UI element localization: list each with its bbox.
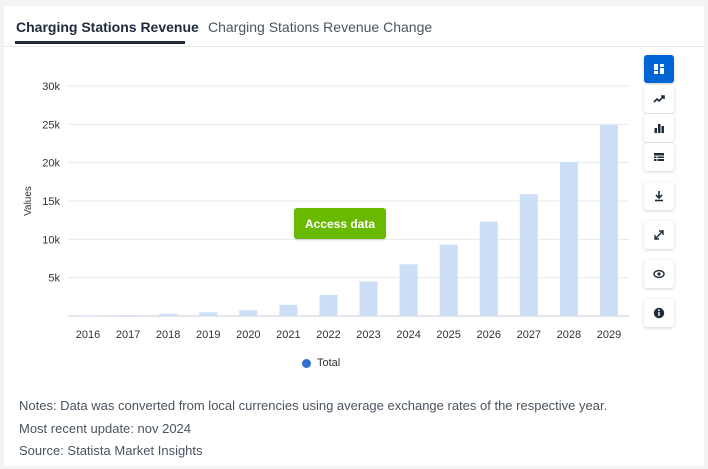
- bar-2028: [559, 161, 578, 316]
- expand-icon: [654, 230, 664, 240]
- access-data-button[interactable]: Access data: [294, 208, 386, 239]
- bar-2023: [359, 281, 378, 316]
- chart-card: Charging Stations Revenue Charging Stati…: [4, 6, 704, 466]
- x-tick-label: 2023: [356, 329, 380, 341]
- bar-2019: [199, 312, 218, 316]
- line-chart-button[interactable]: [644, 85, 674, 113]
- bar-2021: [279, 304, 298, 316]
- chart-legend[interactable]: Total: [302, 357, 340, 369]
- y-tick-label: 5k: [48, 273, 60, 285]
- x-tick-label: 2021: [276, 329, 300, 341]
- x-tick-label: 2027: [517, 329, 541, 341]
- x-tick-label: 2017: [116, 329, 140, 341]
- bar-2027: [519, 194, 538, 316]
- y-tick-label: 20k: [42, 158, 60, 170]
- line-chart-icon: [653, 95, 665, 103]
- x-tick-label: 2026: [477, 329, 501, 341]
- bar-2020: [239, 310, 258, 316]
- fullscreen-button[interactable]: [644, 221, 674, 249]
- y-tick-label: 30k: [42, 81, 60, 93]
- eye-icon: [653, 269, 665, 279]
- source-text: Source: Statista Market Insights: [19, 443, 203, 458]
- download-icon: [655, 191, 663, 202]
- dashboard-button[interactable]: [644, 55, 674, 83]
- active-tab-indicator: [15, 41, 185, 44]
- table-icon: [654, 153, 664, 161]
- download-button[interactable]: [644, 182, 674, 210]
- bar-2022: [319, 294, 338, 316]
- x-tick-label: 2020: [236, 329, 260, 341]
- y-tick-label: 25k: [42, 119, 60, 131]
- dashboard-icon: [654, 64, 664, 74]
- x-tick-label: 2022: [316, 329, 340, 341]
- x-tick-label: 2028: [557, 329, 581, 341]
- table-button[interactable]: [644, 143, 674, 171]
- bar-2016: [79, 315, 98, 317]
- y-tick-label: 15k: [42, 196, 60, 208]
- y-tick-label: 10k: [42, 234, 60, 246]
- x-tick-label: 2018: [156, 329, 180, 341]
- update-text: Most recent update: nov 2024: [19, 420, 192, 436]
- bar-chart: 5k 10k 15k 20k 25k 30k Values 2016 2017 2018 2019 2…: [23, 81, 629, 341]
- bar-2025: [439, 244, 458, 316]
- bar-2018: [159, 313, 178, 316]
- x-tick-label: 2016: [76, 329, 100, 341]
- tab-bar: Charging Stations Revenue Charging Stati…: [4, 6, 704, 47]
- x-tick-label: 2024: [396, 329, 420, 341]
- tab-charging-stations-revenue[interactable]: Charging Stations Revenue: [16, 19, 199, 35]
- bar-2026: [479, 221, 498, 316]
- bar-2029: [599, 125, 618, 316]
- y-axis-label: Values: [23, 186, 34, 216]
- bar-2017: [119, 315, 138, 316]
- x-tick-label: 2019: [196, 329, 220, 341]
- bar-chart-button[interactable]: [644, 114, 674, 142]
- notes-text: Notes: Data was converted from local cur…: [19, 398, 608, 413]
- x-tick-label: 2029: [597, 329, 621, 341]
- bar-chart-icon: [654, 124, 664, 133]
- tab-charging-stations-revenue-change[interactable]: Charging Stations Revenue Change: [208, 19, 433, 35]
- legend-dot-total: [302, 358, 311, 368]
- info-icon: [653, 307, 665, 319]
- legend-label-total: Total: [317, 357, 341, 369]
- info-button[interactable]: [644, 299, 674, 327]
- chart-notes: Notes: Data was converted from local cur…: [19, 395, 607, 463]
- x-tick-label: 2025: [436, 329, 460, 341]
- show-source-button[interactable]: [644, 260, 674, 288]
- bar-2024: [399, 264, 418, 316]
